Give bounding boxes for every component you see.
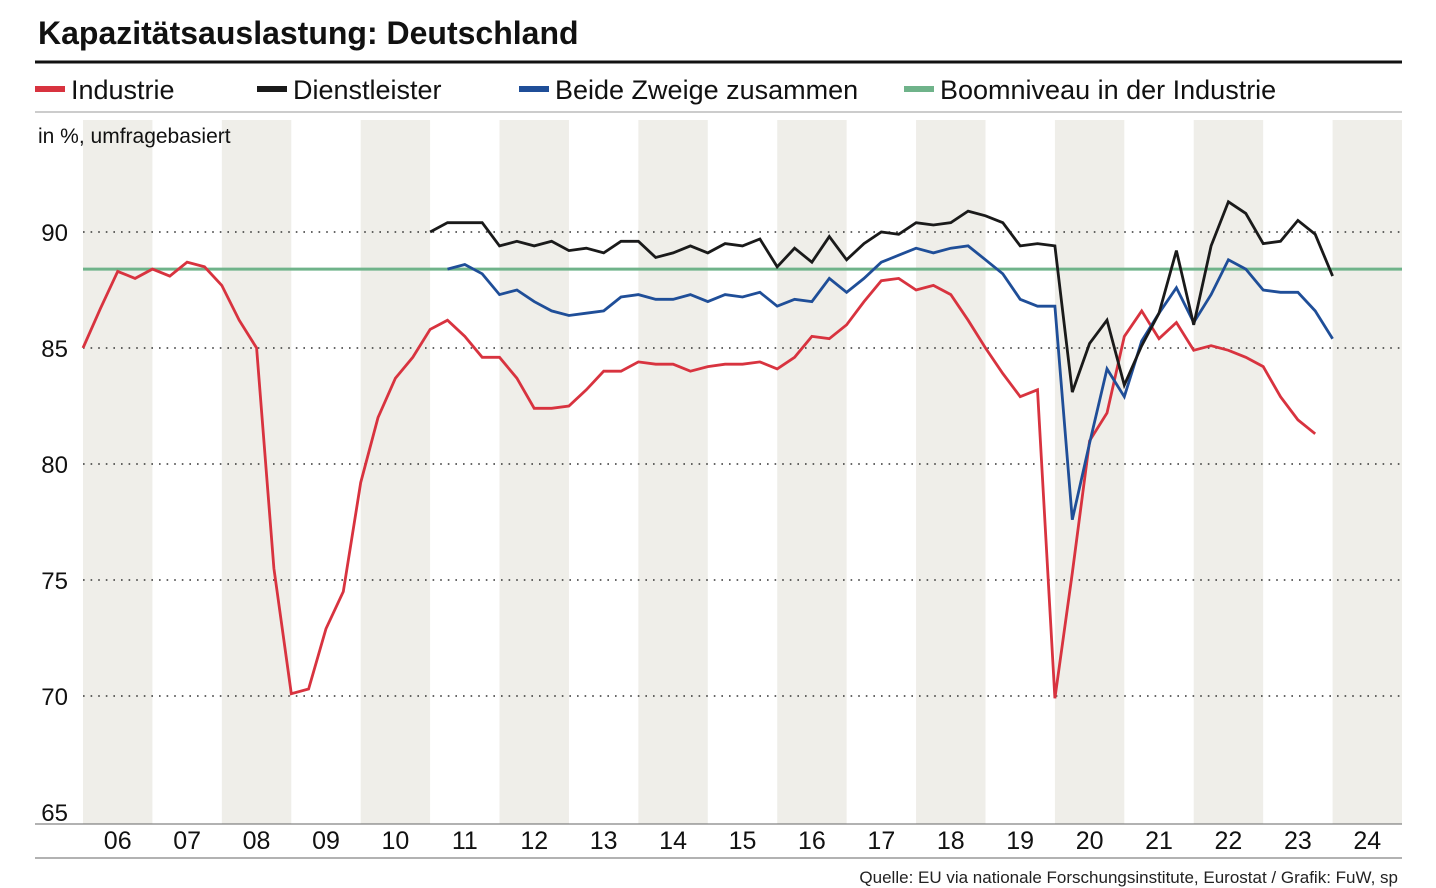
unit-label: in %, umfragebasiert [38, 125, 231, 148]
year-band [638, 120, 708, 824]
y-tick-labels: 65 70 75 80 85 90 [41, 220, 68, 827]
series-line-dienstleister [429, 199, 1334, 393]
x-tick-label: 24 [1353, 827, 1381, 855]
x-tick-label: 19 [1006, 827, 1034, 855]
chart-title: Kapazitätsauslastung: Deutschland [38, 15, 579, 51]
legend-item-dienstleister: Dienstleister [257, 75, 442, 105]
legend-item-beide: Beide Zweige zusammen [519, 75, 858, 105]
series-line-beide [447, 244, 1334, 521]
series-line-industrie [81, 260, 1317, 699]
x-tick-label: 23 [1284, 827, 1312, 855]
x-tick-labels: 06 07 08 09 10 11 12 13 14 15 16 17 18 19 20 21 22 23 24 [104, 827, 1381, 855]
y-tick-label: 65 [41, 800, 68, 827]
y-tick-label: 75 [41, 568, 68, 595]
legend-label-industrie: Industrie [71, 75, 175, 105]
y-tick-label: 70 [41, 684, 68, 711]
x-tick-label: 08 [243, 827, 271, 855]
source-note: Quelle: EU via nationale Forschungsinsti… [859, 868, 1398, 887]
x-tick-label: 16 [798, 827, 826, 855]
year-band [221, 120, 292, 824]
year-band [1054, 120, 1125, 824]
x-tick-label: 09 [312, 827, 340, 855]
x-tick-label: 12 [520, 827, 548, 855]
legend-label-boomniveau: Boomniveau in der Industrie [940, 75, 1276, 105]
year-band [777, 120, 847, 824]
x-tick-label: 15 [729, 827, 757, 855]
x-tick-label: 06 [104, 827, 132, 855]
x-tick-label: 22 [1215, 827, 1243, 855]
legend-item-industrie: Industrie [35, 75, 175, 105]
legend-label-beide: Beide Zweige zusammen [555, 75, 858, 105]
x-tick-label: 07 [173, 827, 201, 855]
year-band [1332, 120, 1402, 824]
x-tick-label: 14 [659, 827, 687, 855]
legend-swatch-industrie [35, 86, 65, 92]
x-tick-label: 13 [590, 827, 618, 855]
x-tick-label: 20 [1076, 827, 1104, 855]
x-tick-label: 21 [1145, 827, 1173, 855]
x-tick-label: 11 [452, 827, 478, 855]
x-tick-label: 17 [867, 827, 895, 855]
legend: Industrie Dienstleister Beide Zweige zus… [35, 75, 1276, 105]
year-band [499, 120, 569, 824]
year-band [83, 120, 153, 824]
year-band [360, 120, 431, 824]
year-bands [83, 120, 1402, 824]
series-lines [81, 199, 1402, 699]
legend-swatch-dienstleister [257, 86, 287, 92]
legend-label-dienstleister: Dienstleister [293, 75, 442, 105]
x-tick-label: 10 [381, 827, 409, 855]
x-tick-label: 18 [937, 827, 965, 855]
legend-swatch-beide [519, 86, 549, 92]
legend-swatch-boomniveau [904, 86, 934, 92]
y-tick-label: 85 [41, 336, 68, 363]
year-band [1193, 120, 1264, 824]
year-band [916, 120, 986, 824]
y-tick-label: 90 [41, 220, 68, 247]
legend-item-boomniveau: Boomniveau in der Industrie [904, 75, 1276, 105]
y-tick-label: 80 [41, 452, 68, 479]
